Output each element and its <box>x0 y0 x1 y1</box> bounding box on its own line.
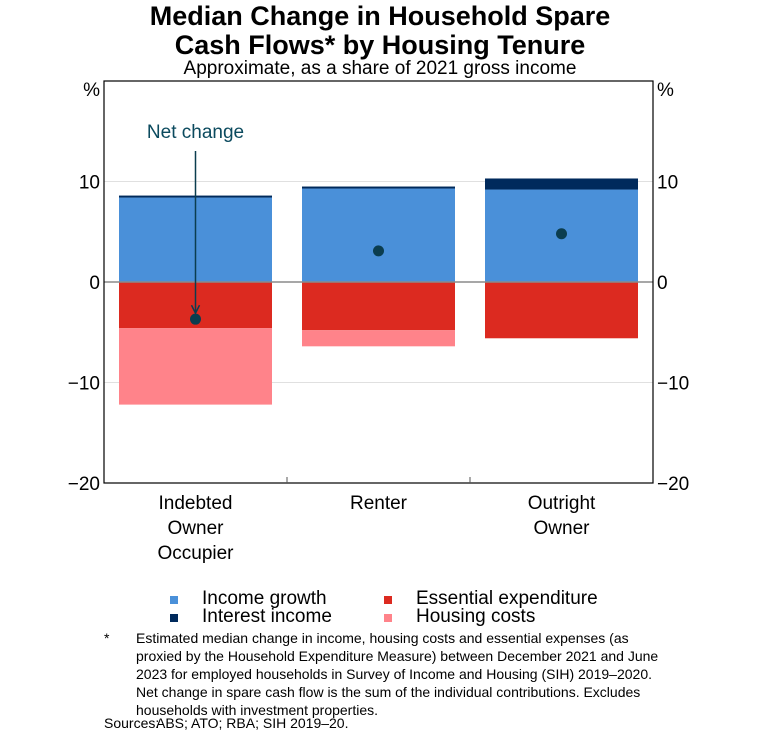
x-category-label: Outright <box>528 493 596 514</box>
bar-housing-costs <box>119 328 272 405</box>
bar-interest-income <box>302 186 455 189</box>
chart-title-line-1: Median Change in Household Spare <box>149 1 611 31</box>
axis-ticks: 10 10 0 0 −10 −10 −20 −20% % Indebted Owner Occupie… <box>68 80 689 564</box>
y-unit-label-left: % <box>83 80 100 101</box>
y-unit-label-right: % <box>657 80 674 101</box>
legend-swatch-interest-income <box>170 614 178 622</box>
net-change-dot <box>373 245 384 257</box>
y-tick-label-right: 10 <box>657 173 678 194</box>
chart-title-line-2: Cash Flows* by Housing Tenure <box>174 30 586 60</box>
plot-border <box>103 80 654 484</box>
footnote-mark: * <box>104 630 110 646</box>
footnote-text: Estimated median change in income, housi… <box>136 630 659 718</box>
plot-frame <box>103 80 654 484</box>
legend-label-essential-expenditure: Essential expenditure <box>416 588 598 609</box>
net-change-dot <box>190 313 201 325</box>
x-category-label: Renter <box>350 493 408 514</box>
net-change-dots <box>190 228 567 325</box>
bar-essential-expenditure <box>302 282 455 331</box>
sources-text: ABS; ATO; RBA; SIH 2019–20. <box>156 715 349 731</box>
legend-swatch-housing-costs <box>384 614 392 622</box>
y-tick-label-right: −10 <box>657 374 689 395</box>
legend-swatch-essential-expenditure <box>384 596 392 604</box>
y-tick-label-left: 0 <box>89 273 100 294</box>
x-category-label: Owner <box>534 518 591 539</box>
bar-housing-costs <box>302 330 455 347</box>
x-category-label: Occupier <box>157 543 234 564</box>
chart-subtitle: Approximate, as a share of 2021 gross in… <box>183 58 577 79</box>
y-tick-label-right: 0 <box>657 273 668 294</box>
chart-plot: 10 10 0 0 −10 −10 −20 −20% % Indebted Owner Occupie… <box>68 80 689 564</box>
legend-label-interest-income: Interest income <box>202 606 332 627</box>
y-tick-label-left: −20 <box>68 474 100 495</box>
y-tick-label-left: −10 <box>68 374 100 395</box>
x-category-label: Indebted <box>159 493 233 514</box>
bar-income-growth <box>302 188 455 282</box>
legend-label-income-growth: Income growth <box>202 588 327 609</box>
sources-label: Sources: <box>104 715 160 731</box>
y-tick-label-left: 10 <box>79 173 100 194</box>
legend-label-housing-costs: Housing costs <box>416 606 536 627</box>
bars <box>119 178 638 405</box>
net-change-annotation: Net change <box>147 122 244 315</box>
annotation-arrowhead-icon <box>190 304 201 315</box>
bar-essential-expenditure <box>485 282 638 339</box>
sources: Sources:ABS; ATO; RBA; SIH 2019–20. <box>104 714 348 732</box>
bar-interest-income <box>485 178 638 190</box>
x-category-label: Owner <box>168 518 225 539</box>
y-tick-label-right: −20 <box>657 474 689 495</box>
net-change-dot <box>556 228 567 240</box>
net-change-annotation-label: Net change <box>147 122 244 143</box>
legend-swatch-income-growth <box>170 596 178 604</box>
